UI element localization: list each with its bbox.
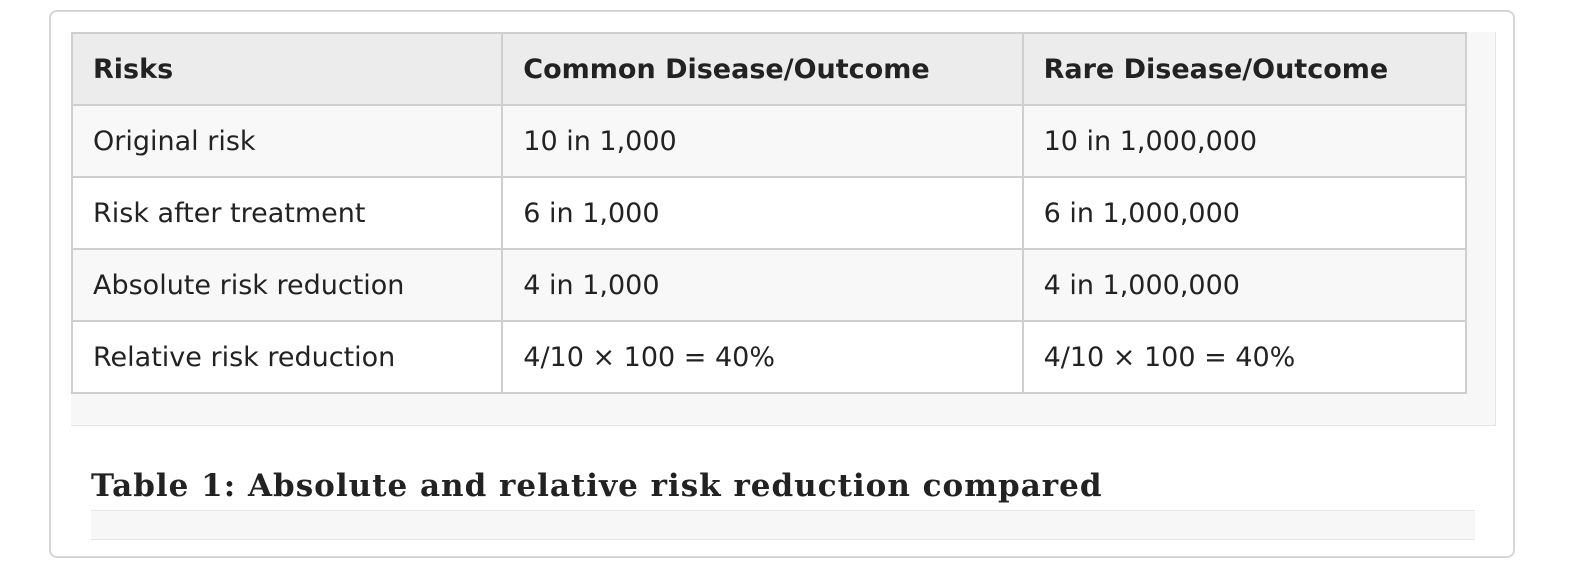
table-row: Risk after treatment 6 in 1,000 6 in 1,0… xyxy=(70,176,1468,250)
table-cell: 4/10 × 100 = 40% xyxy=(1021,320,1468,394)
table-cell: 6 in 1,000,000 xyxy=(1021,176,1468,250)
table-cell: 4/10 × 100 = 40% xyxy=(501,320,1024,394)
table-scroll-container[interactable]: Risks Common Disease/Outcome Rare Diseas… xyxy=(70,32,1496,426)
caption-scroll-track xyxy=(91,510,1475,540)
table-cell: 10 in 1,000,000 xyxy=(1021,104,1468,178)
column-header-risks: Risks xyxy=(70,32,504,106)
row-label: Absolute risk reduction xyxy=(70,248,504,322)
table-row: Absolute risk reduction 4 in 1,000 4 in … xyxy=(70,248,1468,322)
row-label: Relative risk reduction xyxy=(70,320,504,394)
table-cell: 4 in 1,000 xyxy=(501,248,1024,322)
table-caption: Table 1: Absolute and relative risk redu… xyxy=(91,468,1103,504)
column-header-common: Common Disease/Outcome xyxy=(501,32,1024,106)
table-cell: 10 in 1,000 xyxy=(501,104,1024,178)
table-cell: 4 in 1,000,000 xyxy=(1021,248,1468,322)
figure-card: Risks Common Disease/Outcome Rare Diseas… xyxy=(49,10,1515,558)
table-cell: 6 in 1,000 xyxy=(501,176,1024,250)
table-row: Relative risk reduction 4/10 × 100 = 40%… xyxy=(70,320,1468,394)
row-label: Risk after treatment xyxy=(70,176,504,250)
risk-table: Risks Common Disease/Outcome Rare Diseas… xyxy=(70,32,1468,394)
row-label: Original risk xyxy=(70,104,504,178)
column-header-rare: Rare Disease/Outcome xyxy=(1021,32,1468,106)
table-header-row: Risks Common Disease/Outcome Rare Diseas… xyxy=(70,32,1468,106)
table-row: Original risk 10 in 1,000 10 in 1,000,00… xyxy=(70,104,1468,178)
